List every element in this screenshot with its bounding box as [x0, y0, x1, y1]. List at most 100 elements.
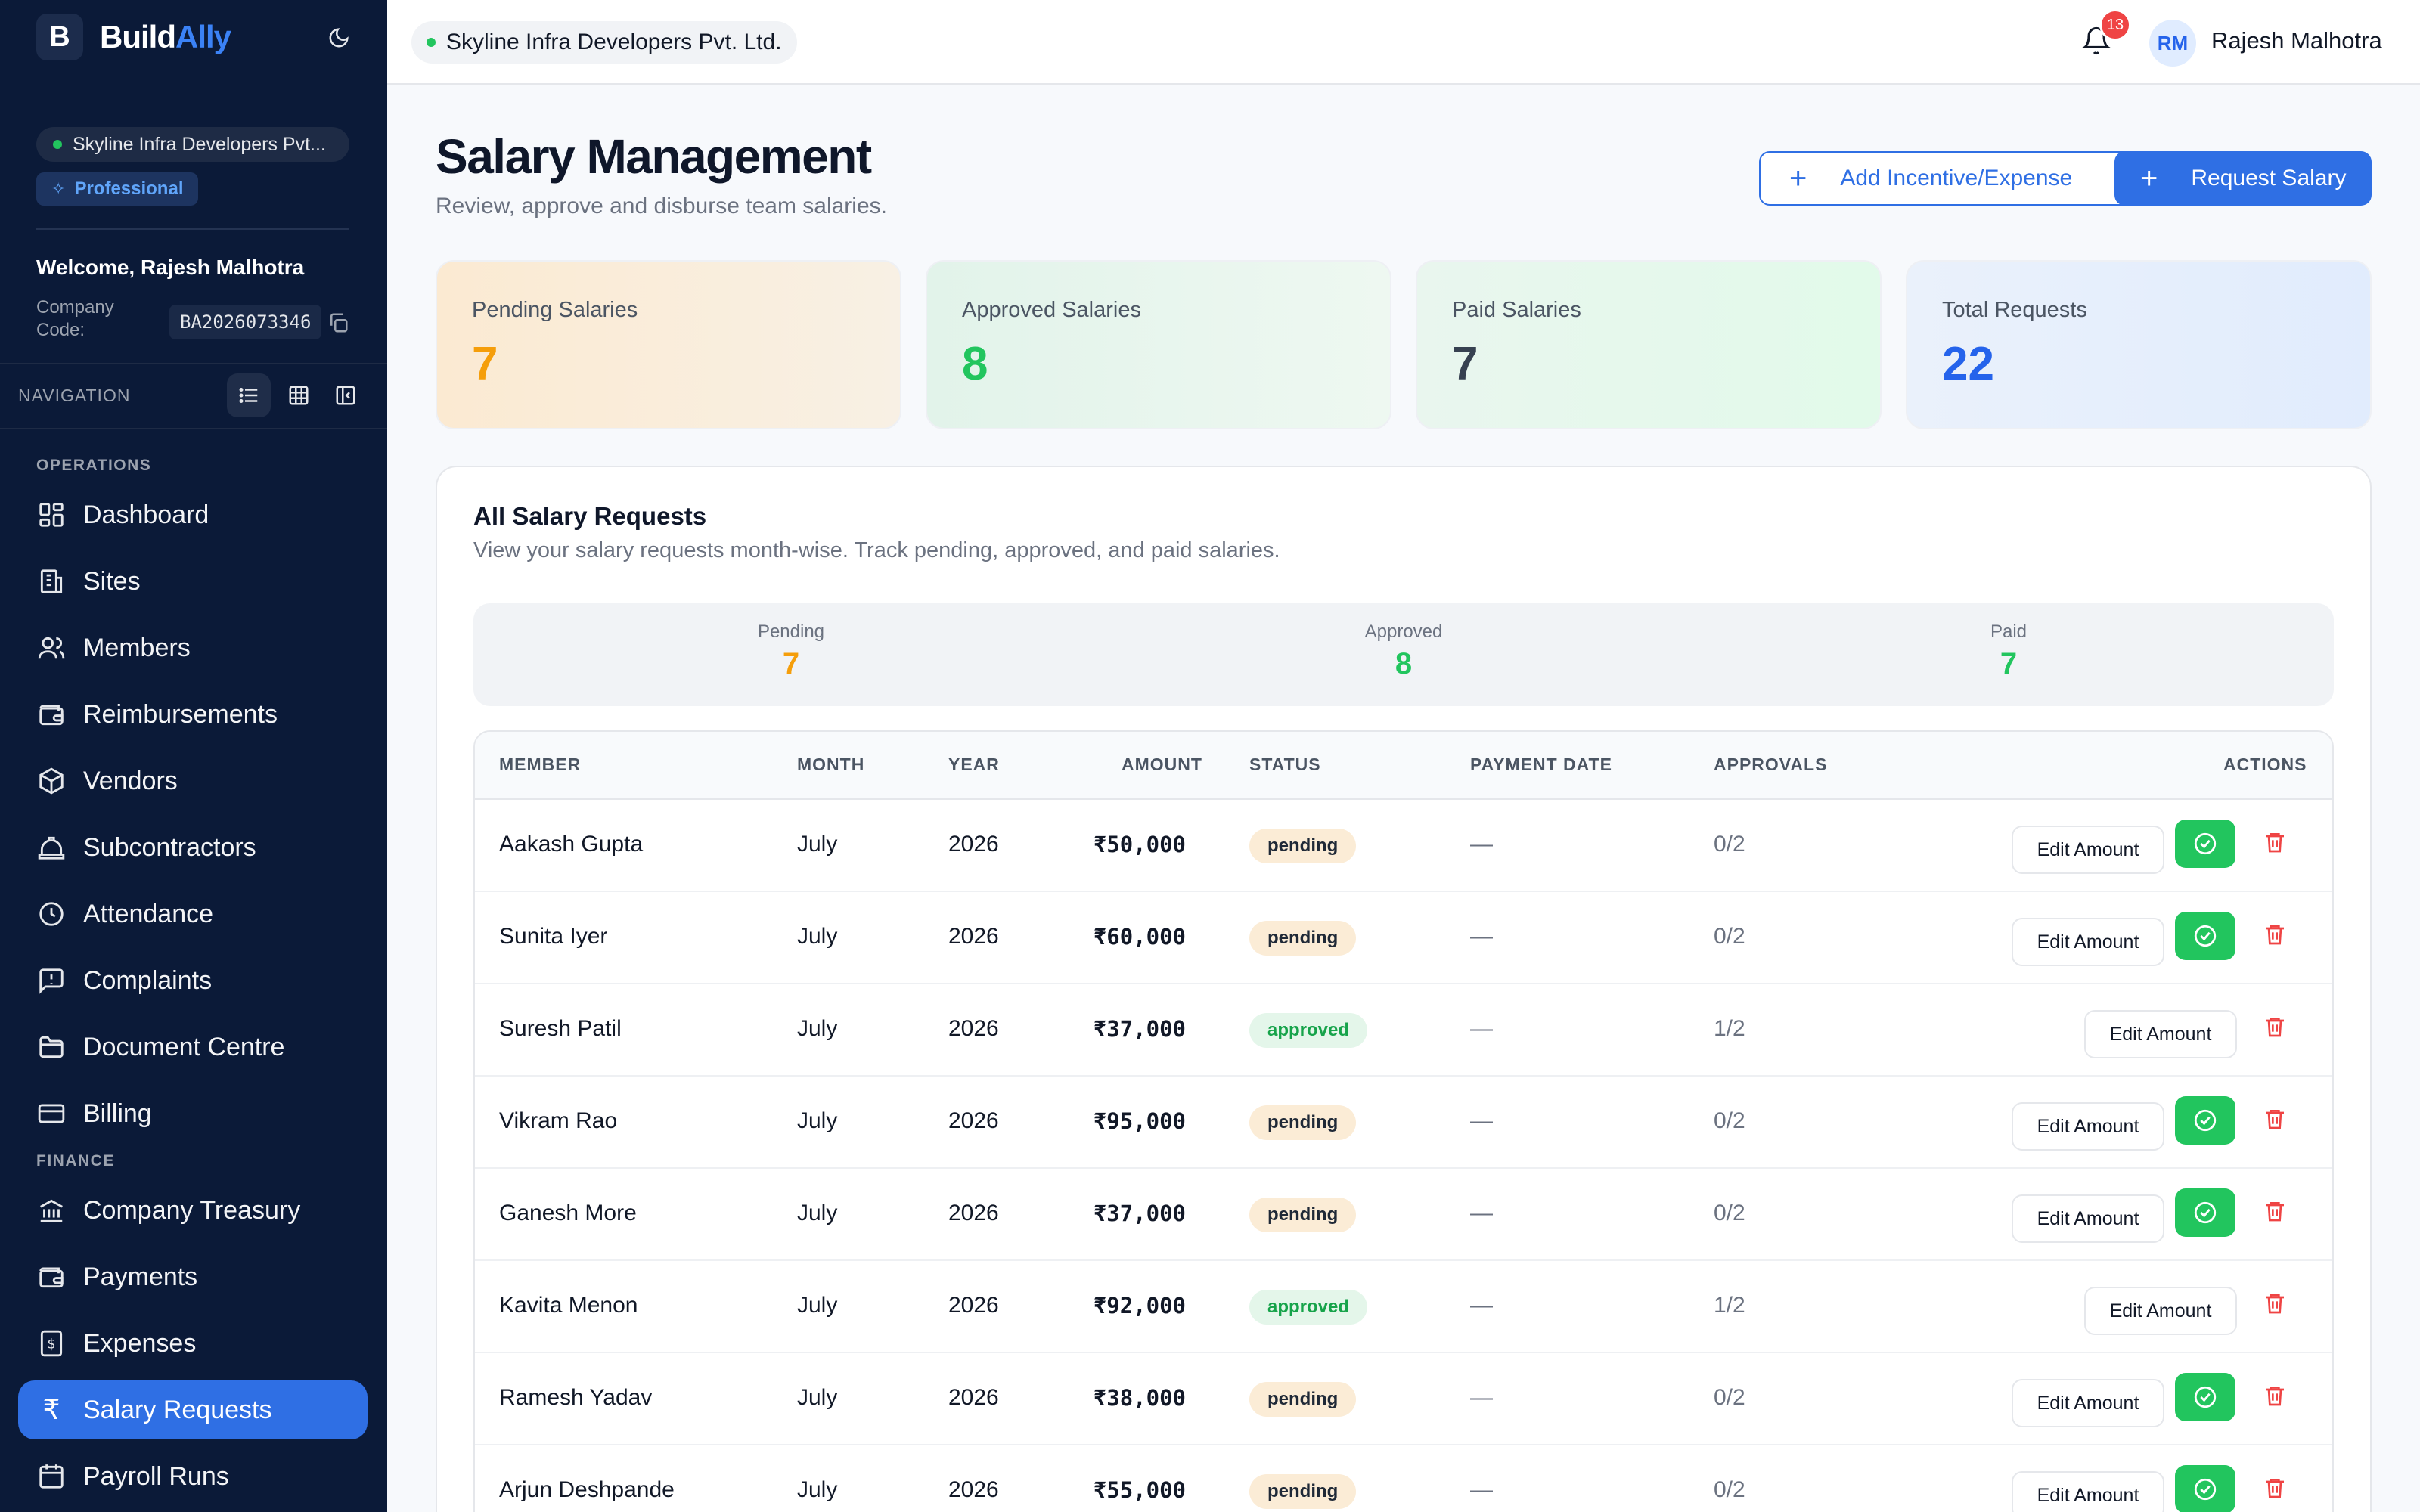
- stat-label: Total Requests: [1942, 298, 2087, 322]
- cell-year: 2026: [948, 1385, 999, 1410]
- nav-expenses[interactable]: $ Expenses: [18, 1314, 368, 1373]
- approve-button[interactable]: [2175, 1373, 2235, 1421]
- edit-amount-button[interactable]: Edit Amount: [2012, 1379, 2164, 1427]
- avatar[interactable]: RM: [2149, 20, 2196, 67]
- building-icon: [36, 566, 67, 596]
- add-incentive-expense-button[interactable]: + Add Incentive/Expense: [1759, 151, 2148, 206]
- edit-amount-button[interactable]: Edit Amount: [2084, 1010, 2237, 1058]
- cell-month: July: [797, 1108, 838, 1133]
- cell-year: 2026: [948, 1477, 999, 1502]
- cell-amount: ₹92,000: [1093, 1293, 1186, 1318]
- cell-amount: ₹37,000: [1093, 1016, 1186, 1042]
- grid-view-button[interactable]: [277, 373, 321, 417]
- cell-payment-date: —: [1470, 1477, 1493, 1502]
- cell-amount: ₹37,000: [1093, 1201, 1186, 1226]
- cell-member: Sunita Iyer: [499, 924, 608, 949]
- nav-members[interactable]: Members: [18, 618, 368, 677]
- collapse-sidebar-button[interactable]: [324, 373, 368, 417]
- company-code-label: Company Code:: [36, 297, 114, 340]
- nav-dashboard[interactable]: Dashboard: [18, 485, 368, 544]
- stat-card-total: Total Requests 22: [1906, 260, 2372, 429]
- nav-payments[interactable]: Payments: [18, 1247, 368, 1306]
- company-selector[interactable]: Skyline Infra Developers Pvt. Ltd.: [411, 21, 797, 64]
- card-title: All Salary Requests: [473, 502, 707, 530]
- delete-button[interactable]: [2260, 1380, 2290, 1411]
- check-circle-icon: [2194, 1201, 2217, 1224]
- cell-member: Kavita Menon: [499, 1293, 638, 1318]
- column-month[interactable]: MONTH: [797, 754, 865, 774]
- nav-company-treasury[interactable]: Company Treasury: [18, 1181, 368, 1240]
- navigation-header: NAVIGATION: [0, 363, 387, 429]
- folder-icon: [36, 1032, 67, 1062]
- approve-button[interactable]: [2175, 1188, 2235, 1237]
- cell-year: 2026: [948, 924, 999, 949]
- section-operations: OPERATIONS: [36, 457, 152, 474]
- approve-button[interactable]: [2175, 912, 2235, 960]
- edit-amount-button[interactable]: Edit Amount: [2084, 1287, 2237, 1335]
- nav-complaints[interactable]: Complaints: [18, 951, 368, 1010]
- column-member[interactable]: MEMBER: [499, 754, 582, 774]
- status-badge: pending: [1249, 1474, 1357, 1509]
- grid-icon: [289, 386, 309, 405]
- nav-reimbursements[interactable]: Reimbursements: [18, 685, 368, 744]
- cell-month: July: [797, 1201, 838, 1225]
- edit-amount-button[interactable]: Edit Amount: [2012, 826, 2164, 874]
- table-row: Ganesh More July 2026 ₹37,000 pending — 0/2 Edi…: [475, 1169, 2332, 1261]
- delete-button[interactable]: [2260, 919, 2290, 950]
- approve-button[interactable]: [2175, 820, 2235, 868]
- cell-month: July: [797, 1385, 838, 1410]
- edit-amount-button[interactable]: Edit Amount: [2012, 1102, 2164, 1151]
- nav-document-centre[interactable]: Document Centre: [18, 1018, 368, 1077]
- user-name[interactable]: Rajesh Malhotra: [2211, 27, 2382, 54]
- topbar: Skyline Infra Developers Pvt. Ltd. 13 RM…: [387, 0, 2420, 85]
- delete-button[interactable]: [2260, 1288, 2290, 1318]
- edit-amount-button[interactable]: Edit Amount: [2012, 1471, 2164, 1512]
- column-status[interactable]: STATUS: [1249, 754, 1321, 774]
- column-year[interactable]: YEAR: [948, 754, 1000, 774]
- summary-pending: Pending 7: [757, 621, 825, 680]
- welcome-text: Welcome, Rajesh Malhotra: [36, 256, 305, 279]
- status-badge: pending: [1249, 921, 1357, 956]
- stat-card-paid: Paid Salaries 7: [1416, 260, 1882, 429]
- status-badge: pending: [1249, 1382, 1357, 1417]
- summary-paid: Paid 7: [1990, 621, 2028, 680]
- cell-year: 2026: [948, 1108, 999, 1133]
- delete-button[interactable]: [2260, 1196, 2290, 1226]
- company-name: Skyline Infra Developers Pvt. Ltd.: [446, 29, 782, 54]
- status-dot: [427, 38, 436, 47]
- company-switcher[interactable]: Skyline Infra Developers Pvt...: [36, 127, 349, 162]
- cell-month: July: [797, 1477, 838, 1502]
- column-approvals[interactable]: APPROVALS: [1714, 754, 1828, 774]
- nav-subcontractors[interactable]: Subcontractors: [18, 818, 368, 877]
- svg-text:$: $: [47, 1337, 55, 1352]
- nav-attendance[interactable]: Attendance: [18, 885, 368, 943]
- column-payment-date[interactable]: PAYMENT DATE: [1470, 754, 1612, 774]
- stat-label: Approved Salaries: [962, 298, 1141, 322]
- approve-button[interactable]: [2175, 1096, 2235, 1145]
- trash-icon: [2266, 1479, 2284, 1498]
- cell-approvals: 1/2: [1714, 1293, 1745, 1318]
- delete-button[interactable]: [2260, 1012, 2290, 1042]
- nav-salary-requests[interactable]: ₹ Salary Requests: [18, 1380, 368, 1439]
- list-view-button[interactable]: [227, 373, 271, 417]
- edit-amount-button[interactable]: Edit Amount: [2012, 918, 2164, 966]
- stat-label: Pending Salaries: [472, 298, 638, 322]
- cell-year: 2026: [948, 832, 999, 857]
- nav-payroll-runs[interactable]: Payroll Runs: [18, 1447, 368, 1506]
- approve-button[interactable]: [2175, 1465, 2235, 1512]
- request-salary-button[interactable]: + Request Salary: [2114, 151, 2372, 206]
- brand[interactable]: B BuildAlly: [36, 14, 354, 60]
- edit-amount-button[interactable]: Edit Amount: [2012, 1194, 2164, 1243]
- delete-button[interactable]: [2260, 827, 2290, 857]
- nav-billing[interactable]: Billing: [18, 1084, 368, 1143]
- cell-payment-date: —: [1470, 1385, 1493, 1410]
- delete-button[interactable]: [2260, 1104, 2290, 1134]
- trash-icon: [2266, 925, 2284, 945]
- bell-icon[interactable]: [2081, 26, 2114, 59]
- moon-icon[interactable]: [324, 23, 354, 53]
- copy-icon[interactable]: [327, 311, 349, 334]
- nav-sites[interactable]: Sites: [18, 552, 368, 611]
- column-amount[interactable]: AMOUNT: [1122, 754, 1202, 774]
- nav-vendors[interactable]: Vendors: [18, 751, 368, 810]
- delete-button[interactable]: [2260, 1473, 2290, 1503]
